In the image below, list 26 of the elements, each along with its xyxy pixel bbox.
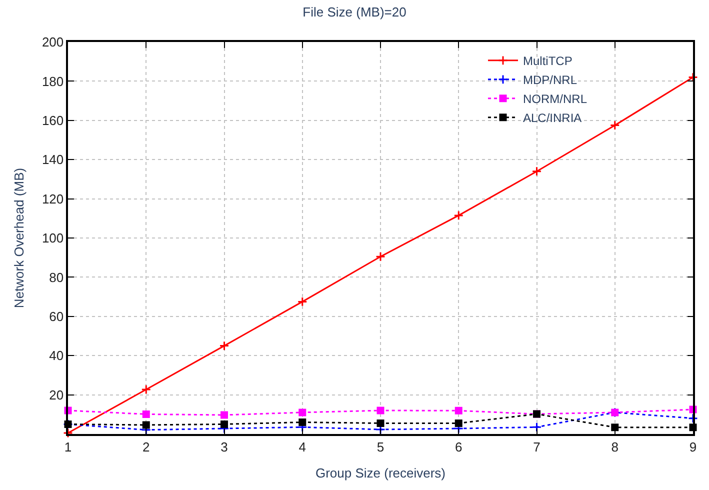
x-tick-label: 5 bbox=[376, 439, 384, 454]
x-tick-label: 7 bbox=[533, 439, 540, 454]
x-tick-label: 2 bbox=[142, 439, 150, 454]
y-tick-label: 120 bbox=[42, 191, 64, 206]
x-tick-label: 4 bbox=[298, 439, 306, 454]
y-tick-label: 200 bbox=[42, 34, 64, 50]
y-tick-label: 60 bbox=[49, 308, 64, 324]
x-tick-label: 8 bbox=[611, 439, 618, 454]
y-tick-label: 140 bbox=[42, 152, 64, 168]
y-tick-label: 80 bbox=[49, 270, 64, 285]
x-tick-label: 9 bbox=[689, 439, 697, 454]
y-tick-label: 180 bbox=[42, 74, 64, 89]
legend-label: NORM/NRL bbox=[523, 92, 588, 106]
x-tick-label: 6 bbox=[455, 439, 462, 454]
y-tick-label: 40 bbox=[49, 348, 64, 364]
x-tick-label: 3 bbox=[220, 439, 228, 454]
y-tick-label: 100 bbox=[42, 230, 64, 246]
legend-label: MultiTCP bbox=[523, 54, 572, 68]
chart-title: File Size (MB)=20 bbox=[302, 4, 406, 20]
x-axis-title: Group Size (receivers) bbox=[315, 465, 446, 480]
legend-label: ALC/INRIA bbox=[523, 111, 582, 126]
y-tick-label: 160 bbox=[42, 112, 64, 128]
x-tick-label: 1 bbox=[64, 439, 72, 454]
y-tick-label: 20 bbox=[49, 387, 64, 402]
y-axis-title: Network Overhead (MB) bbox=[11, 168, 26, 308]
legend-label: MDP/NRL bbox=[523, 73, 578, 88]
